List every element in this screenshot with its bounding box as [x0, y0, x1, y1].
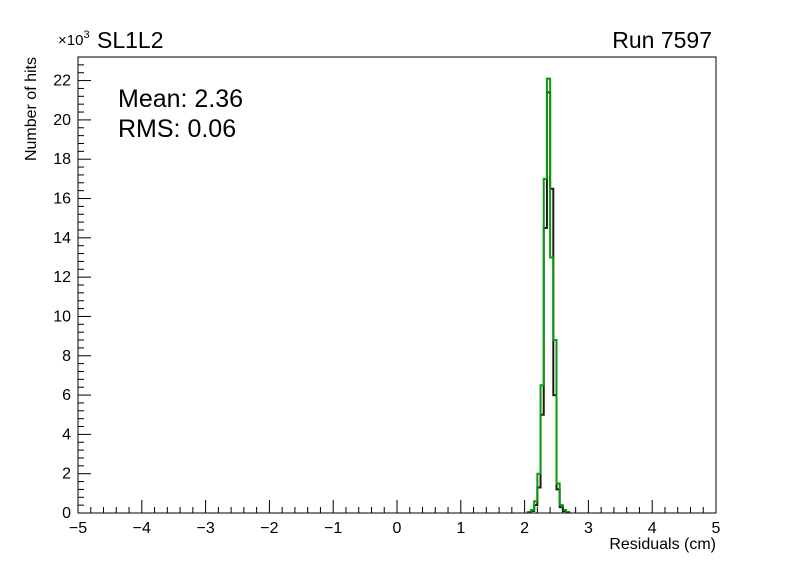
x-tick-label: 0: [393, 520, 402, 537]
y-tick-label: 4: [62, 426, 71, 443]
x-tick-label: 5: [712, 520, 721, 537]
x-tick-label: 1: [456, 520, 465, 537]
y-tick-label: 12: [53, 269, 71, 286]
y-tick-label: 20: [53, 112, 71, 129]
x-tick-label: −1: [324, 520, 342, 537]
plot-title: SL1L2: [97, 27, 164, 53]
x-tick-label: −3: [196, 520, 214, 537]
y-tick-label: 2: [62, 466, 71, 483]
stats-mean-label: Mean: 2.36: [118, 85, 243, 113]
green-histogram: [526, 77, 571, 514]
x-tick-label: 2: [520, 520, 529, 537]
x-tick-label: −2: [260, 520, 278, 537]
y-tick-label: 6: [62, 387, 71, 404]
y-tick-label: 18: [53, 151, 71, 168]
x-tick-label: −4: [133, 520, 151, 537]
y-axis-title: Number of hits: [23, 57, 40, 161]
x-axis-title: Residuals (cm): [609, 536, 716, 553]
run-number-label: Run 7597: [612, 27, 712, 53]
y-tick-label: 14: [53, 230, 71, 247]
y-tick-label: 10: [53, 308, 71, 325]
black-histogram: [529, 91, 568, 513]
histogram-series-group: [526, 77, 571, 514]
y-tick-label: 0: [62, 505, 71, 522]
x-tick-label: 3: [584, 520, 593, 537]
x-tick-label: −5: [69, 520, 87, 537]
y-tick-label: 22: [53, 73, 71, 90]
x-tick-label: 4: [648, 520, 657, 537]
y-tick-label: 8: [62, 348, 71, 365]
stats-rms-label: RMS: 0.06: [118, 115, 236, 143]
y-axis-multiplier: ×103: [58, 29, 90, 49]
y-tick-label: 16: [53, 191, 71, 208]
